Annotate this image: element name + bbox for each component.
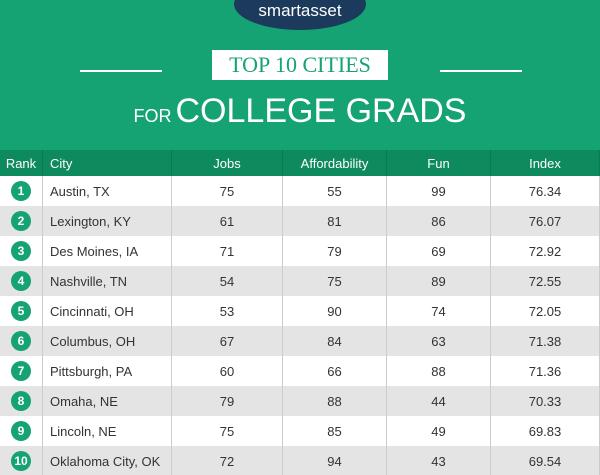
column-header: City (43, 150, 172, 176)
cell: 67 (172, 326, 283, 356)
cell: 81 (283, 206, 387, 236)
cell: 69.83 (491, 416, 600, 446)
cell: Lexington, KY (43, 206, 172, 236)
rank-badge: 6 (11, 331, 31, 351)
cell: Columbus, OH (43, 326, 172, 356)
rank-cell: 9 (0, 416, 43, 446)
cell: 61 (172, 206, 283, 236)
cell: 63 (387, 326, 491, 356)
cell: 76.34 (491, 176, 600, 206)
column-header: Jobs (172, 150, 283, 176)
cell: 72.55 (491, 266, 600, 296)
subtitle-lead: FOR (133, 106, 172, 126)
column-header: Fun (387, 150, 491, 176)
cell: 43 (387, 446, 491, 475)
cell: Omaha, NE (43, 386, 172, 416)
rank-badge: 3 (11, 241, 31, 261)
logo: smartasset (234, 0, 366, 30)
rank-cell: 4 (0, 266, 43, 296)
table-row: 8 Omaha, NE 79 88 44 70.33 (0, 386, 600, 416)
cell: 71.36 (491, 356, 600, 386)
header-row: Rank City Jobs Affordability Fun Index (0, 150, 600, 176)
cell: 72.92 (491, 236, 600, 266)
rank-cell: 2 (0, 206, 43, 236)
table-row: 9 Lincoln, NE 75 85 49 69.83 (0, 416, 600, 446)
table-row: 7 Pittsburgh, PA 60 66 88 71.36 (0, 356, 600, 386)
cell: 79 (283, 236, 387, 266)
rule (440, 70, 522, 72)
cell: 72.05 (491, 296, 600, 326)
table-row: 2 Lexington, KY 61 81 86 76.07 (0, 206, 600, 236)
rank-cell: 5 (0, 296, 43, 326)
cell: 90 (283, 296, 387, 326)
table-row: 3 Des Moines, IA 71 79 69 72.92 (0, 236, 600, 266)
rank-cell: 1 (0, 176, 43, 206)
cell: 49 (387, 416, 491, 446)
cell: Lincoln, NE (43, 416, 172, 446)
rank-cell: 10 (0, 446, 43, 475)
rank-badge: 1 (11, 181, 31, 201)
title: TOP 10 CITIES (212, 50, 388, 80)
rank-badge: 2 (11, 211, 31, 231)
rank-badge: 4 (11, 271, 31, 291)
cell: 75 (172, 416, 283, 446)
table-row: 1 Austin, TX 75 55 99 76.34 (0, 176, 600, 206)
rank-badge: 10 (11, 451, 31, 471)
cell: 84 (283, 326, 387, 356)
rank-cell: 8 (0, 386, 43, 416)
cell: 71 (172, 236, 283, 266)
rank-cell: 3 (0, 236, 43, 266)
table-row: 4 Nashville, TN 54 75 89 72.55 (0, 266, 600, 296)
cell: 86 (387, 206, 491, 236)
column-header: Index (491, 150, 600, 176)
cell: Pittsburgh, PA (43, 356, 172, 386)
cell: 53 (172, 296, 283, 326)
cell: 89 (387, 266, 491, 296)
header: smartasset TOP 10 CITIES FOR COLLEGE GRAD… (0, 0, 600, 150)
cell: Nashville, TN (43, 266, 172, 296)
cell: Austin, TX (43, 176, 172, 206)
rank-badge: 7 (11, 361, 31, 381)
cell: Cincinnati, OH (43, 296, 172, 326)
cell: 76.07 (491, 206, 600, 236)
cell: 74 (387, 296, 491, 326)
table-row: 6 Columbus, OH 67 84 63 71.38 (0, 326, 600, 356)
cell: 72 (172, 446, 283, 475)
cell: 88 (283, 386, 387, 416)
rule (80, 70, 162, 72)
rank-cell: 7 (0, 356, 43, 386)
cell: 71.38 (491, 326, 600, 356)
cell: 75 (172, 176, 283, 206)
cell: 69.54 (491, 446, 600, 475)
cell: Oklahoma City, OK (43, 446, 172, 475)
subtitle-block: FOR COLLEGE GRADS (0, 92, 600, 131)
table-row: 10 Oklahoma City, OK 72 94 43 69.54 (0, 446, 600, 475)
table-row: 5 Cincinnati, OH 53 90 74 72.05 (0, 296, 600, 326)
cell: 69 (387, 236, 491, 266)
cell: 60 (172, 356, 283, 386)
cell: Des Moines, IA (43, 236, 172, 266)
cell: 55 (283, 176, 387, 206)
rank-badge: 8 (11, 391, 31, 411)
cell: 99 (387, 176, 491, 206)
column-header: Rank (0, 150, 43, 176)
cell: 44 (387, 386, 491, 416)
rank-badge: 9 (11, 421, 31, 441)
rank-cell: 6 (0, 326, 43, 356)
cell: 54 (172, 266, 283, 296)
table: Rank City Jobs Affordability Fun Index 1 Austin… (0, 150, 600, 475)
rank-badge: 5 (11, 301, 31, 321)
cell: 66 (283, 356, 387, 386)
column-header: Affordability (283, 150, 387, 176)
cell: 88 (387, 356, 491, 386)
subtitle: COLLEGE GRADS (175, 92, 467, 130)
cell: 85 (283, 416, 387, 446)
cell: 94 (283, 446, 387, 475)
cell: 75 (283, 266, 387, 296)
cell: 79 (172, 386, 283, 416)
cell: 70.33 (491, 386, 600, 416)
